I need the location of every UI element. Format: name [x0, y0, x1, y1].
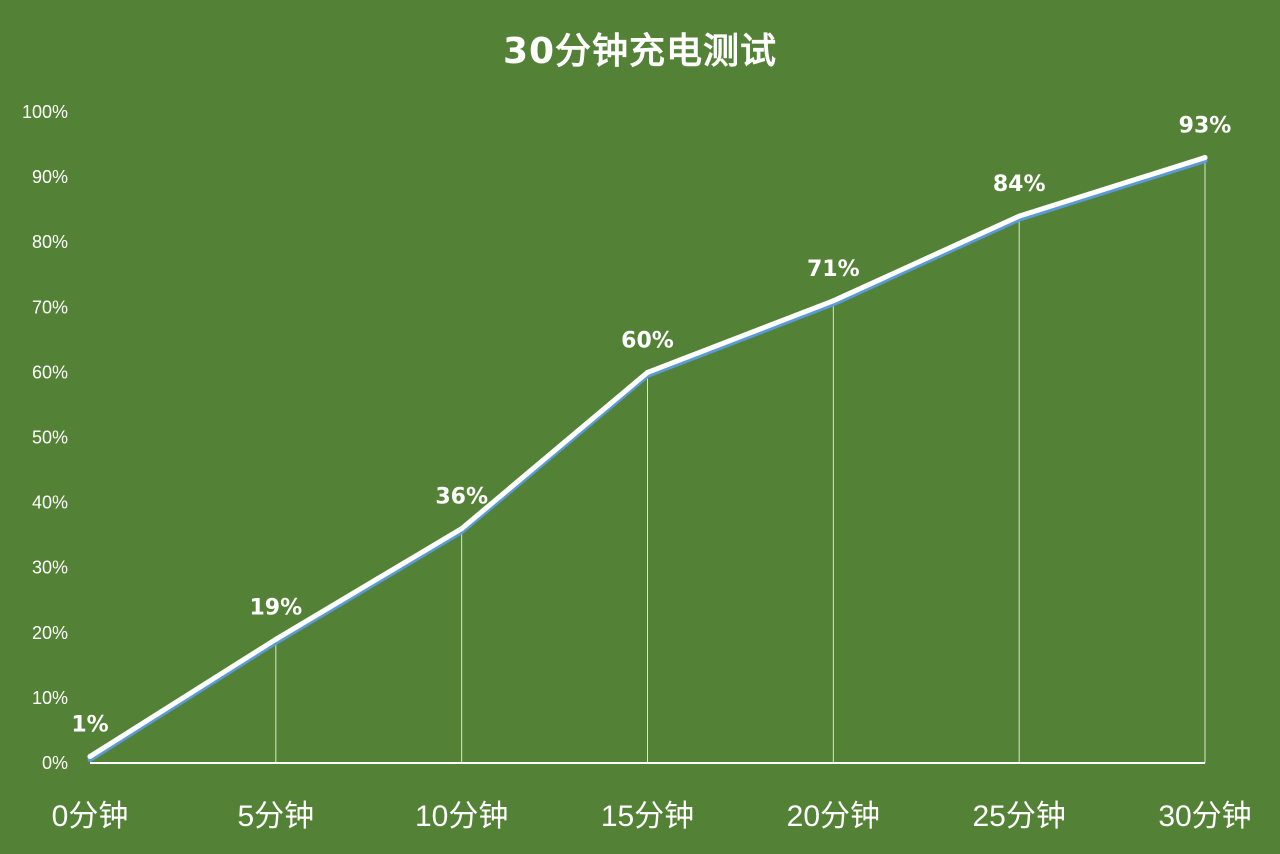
y-tick-label: 80%: [32, 232, 68, 252]
data-point: [459, 526, 465, 532]
data-label: 71%: [807, 257, 860, 282]
y-tick-label: 60%: [32, 362, 68, 382]
y-tick-label: 100%: [22, 102, 68, 122]
data-label: 36%: [435, 485, 488, 510]
x-tick-label: 0分钟: [52, 800, 129, 833]
x-tick-label: 15分钟: [601, 800, 694, 833]
data-label: 19%: [249, 595, 302, 620]
data-label: 60%: [621, 328, 674, 353]
y-axis-ticks: 0% 10% 20% 30% 40% 50% 60% 70% 80% 90% 100%: [22, 102, 68, 773]
x-tick-label: 25分钟: [972, 800, 1065, 833]
data-label: 84%: [993, 172, 1046, 197]
y-tick-label: 70%: [32, 297, 68, 317]
data-point: [645, 369, 650, 375]
y-tick-label: 40%: [32, 493, 68, 513]
data-point: [273, 636, 279, 642]
y-tick-label: 20%: [32, 623, 68, 643]
data-point: [1202, 155, 1208, 161]
y-tick-label: 90%: [32, 167, 68, 187]
y-tick-label: 50%: [32, 428, 68, 448]
drop-lines: [275, 157, 1206, 763]
y-tick-label: 30%: [32, 558, 68, 578]
data-labels: 1% 19% 36% 60% 71% 84% 93%: [71, 114, 1231, 738]
x-tick-label: 20分钟: [787, 800, 880, 833]
x-tick-label: 10分钟: [415, 800, 508, 833]
x-tick-label: 30分钟: [1158, 800, 1251, 833]
chart-title: 30分钟充电测试: [502, 31, 778, 72]
data-label: 93%: [1179, 114, 1232, 139]
data-point: [830, 298, 836, 304]
data-points: [87, 155, 1208, 759]
x-tick-label: 5分钟: [237, 800, 314, 833]
x-axis-ticks: 0分钟 5分钟 10分钟 15分钟 20分钟 25分钟 30分钟: [52, 800, 1252, 833]
data-point: [87, 753, 93, 759]
data-point: [1016, 213, 1022, 219]
y-tick-label: 10%: [32, 688, 68, 708]
y-tick-label: 0%: [42, 753, 68, 773]
data-label: 1%: [71, 712, 108, 737]
